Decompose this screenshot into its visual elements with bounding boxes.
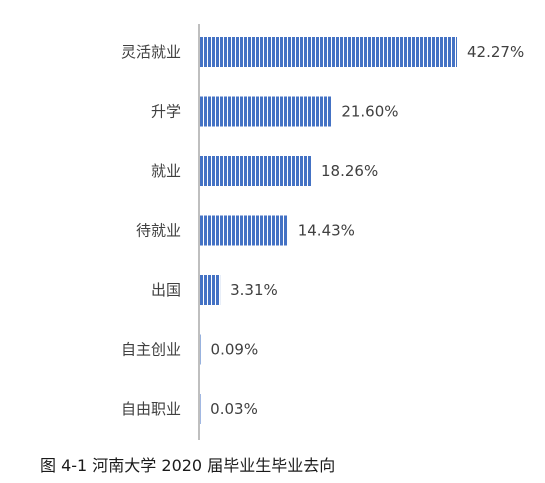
value-label: 21.60% bbox=[341, 103, 398, 121]
bar bbox=[200, 156, 312, 186]
bar bbox=[200, 275, 221, 305]
category-label: 自由职业 bbox=[121, 400, 181, 418]
value-label: 0.03% bbox=[210, 400, 258, 418]
value-label: 18.26% bbox=[321, 162, 378, 180]
category-label: 就业 bbox=[151, 162, 181, 180]
bars-layer: 灵活就业 42.27% 升学 21.60% 就业 18.26% 待就业 14.43% 出国 3.3… bbox=[121, 37, 524, 424]
figure-caption: 图 4-1 河南大学 2020 届毕业生毕业去向 bbox=[40, 456, 336, 475]
category-label: 灵活就业 bbox=[121, 43, 181, 61]
bar bbox=[200, 394, 201, 424]
value-label: 42.27% bbox=[467, 43, 524, 61]
value-label: 0.09% bbox=[211, 341, 259, 359]
category-label: 出国 bbox=[151, 281, 181, 299]
value-label: 14.43% bbox=[298, 222, 355, 240]
bar-chart: 灵活就业 42.27% 升学 21.60% 就业 18.26% 待就业 14.43% 出国 3.3… bbox=[121, 24, 524, 440]
bar bbox=[200, 96, 332, 127]
category-label: 自主创业 bbox=[121, 341, 181, 359]
bar bbox=[200, 215, 288, 246]
category-label: 待就业 bbox=[136, 222, 181, 240]
value-label: 3.31% bbox=[230, 281, 278, 299]
category-label: 升学 bbox=[151, 103, 181, 121]
bar bbox=[200, 334, 201, 365]
bar bbox=[200, 37, 457, 67]
